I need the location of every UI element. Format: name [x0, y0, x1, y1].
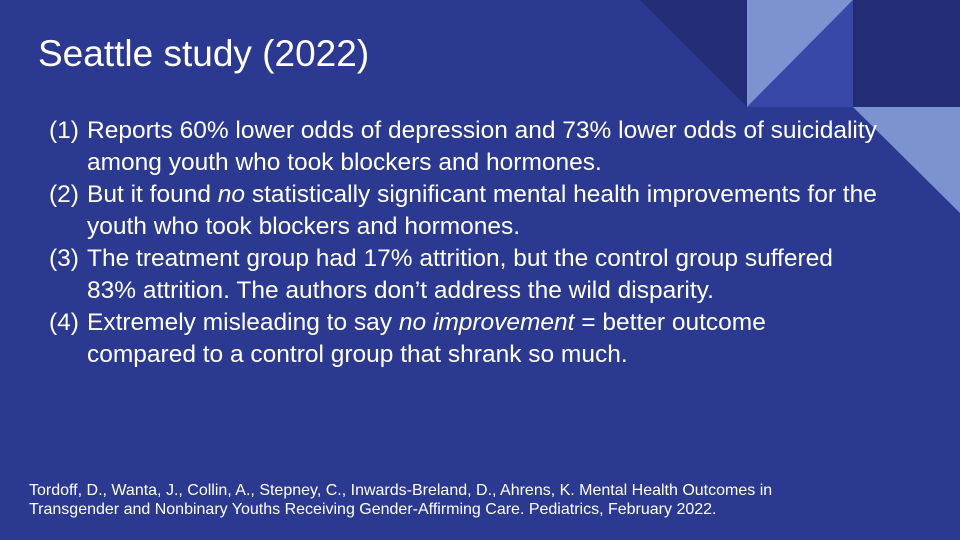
item-text-emphasis: no improvement [398, 309, 575, 336]
item-number: (4) [49, 309, 79, 336]
citation-reference: Tordoff, D., Wanta, J., Collin, A., Step… [29, 481, 909, 519]
dark-square-shape [853, 0, 960, 107]
numbered-point-list: (1) Reports 60% lower odds of depression… [49, 115, 879, 371]
list-item: (1) Reports 60% lower odds of depression… [49, 115, 879, 179]
item-text-segment: But it found [87, 181, 218, 208]
light-triangle-shape [747, 0, 853, 107]
item-text-segment: Extremely misleading to say [87, 309, 399, 336]
item-text-segment: The treatment group had 17% attrition, b… [87, 245, 833, 304]
item-text-segment: Reports 60% lower odds of depression and… [87, 117, 877, 176]
dark-triangle-shape [640, 0, 747, 107]
slide-title: Seattle study (2022) [38, 33, 370, 74]
item-text: Reports 60% lower odds of depression and… [87, 115, 879, 179]
list-item: (3) The treatment group had 17% attritio… [49, 243, 879, 307]
citation-line-2: Transgender and Nonbinary Youths Receivi… [29, 501, 717, 518]
item-number: (1) [49, 117, 79, 144]
list-item: (2) But it found no statistically signif… [49, 179, 879, 243]
medium-triangle-shape [747, 0, 853, 107]
item-text-emphasis: no [217, 181, 246, 208]
list-item: (4) Extremely misleading to say no impro… [49, 307, 879, 371]
item-text-segment: statistically significant mental health … [87, 181, 877, 240]
item-text-segment: = better outcome compared to a control g… [87, 309, 766, 368]
item-text: Extremely misleading to say no improveme… [87, 307, 879, 371]
item-number: (3) [49, 245, 79, 272]
item-number: (2) [49, 181, 79, 208]
item-text: But it found no statistically significan… [87, 179, 879, 243]
citation-line-1: Tordoff, D., Wanta, J., Collin, A., Step… [29, 482, 773, 499]
item-text: The treatment group had 17% attrition, b… [87, 243, 879, 307]
